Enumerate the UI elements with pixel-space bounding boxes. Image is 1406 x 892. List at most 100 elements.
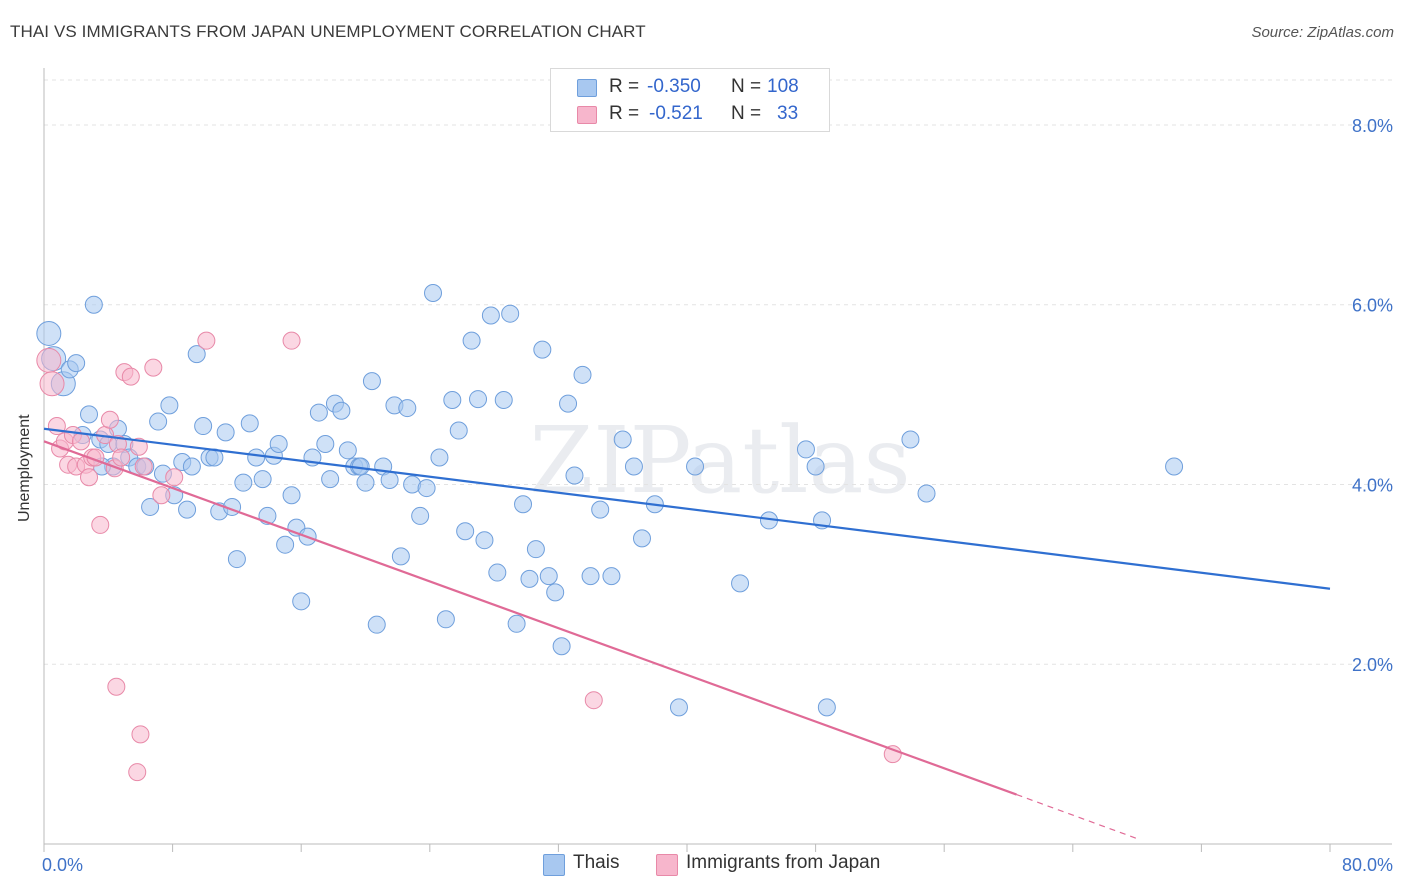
point-thais xyxy=(391,547,410,566)
point-thais xyxy=(469,390,488,409)
point-thais xyxy=(227,550,246,569)
point-thais xyxy=(456,522,475,541)
point-thais xyxy=(247,448,266,467)
point-thais xyxy=(901,430,920,449)
point-thais xyxy=(380,470,399,489)
point-thais xyxy=(417,479,436,498)
point-thais xyxy=(194,417,213,436)
point-thais xyxy=(141,497,160,516)
point-thais xyxy=(501,304,520,323)
point-thais xyxy=(488,563,507,582)
trend-line-thais xyxy=(43,427,1331,590)
point-thais xyxy=(539,567,558,586)
point-thais xyxy=(253,470,272,489)
stats-n-label: N = xyxy=(731,103,762,124)
point-thais xyxy=(591,500,610,519)
point-thais xyxy=(573,365,592,384)
point-thais xyxy=(430,448,449,467)
point-thais xyxy=(669,698,688,717)
point-japan xyxy=(197,331,216,350)
point-thais xyxy=(160,396,179,415)
point-thais xyxy=(36,320,62,346)
point-thais xyxy=(624,457,643,476)
point-thais xyxy=(533,340,552,359)
point-thais xyxy=(796,440,815,459)
chart-title: THAI VS IMMIGRANTS FROM JAPAN UNEMPLOYME… xyxy=(10,22,646,41)
stats-row-japan: R = -0.521 N = 33 xyxy=(551,101,829,127)
x-tick-label: 0.0% xyxy=(42,855,83,875)
stats-box: R = -0.350 N = 108 R = -0.521 N = 33 xyxy=(550,68,830,132)
y-axis-title-wrap: Unemployment xyxy=(16,414,36,523)
point-japan xyxy=(165,468,184,487)
stats-r-value: -0.350 xyxy=(647,76,701,97)
point-japan xyxy=(71,432,90,451)
point-thais xyxy=(475,531,494,550)
point-thais xyxy=(332,401,351,420)
point-japan xyxy=(36,347,62,373)
point-thais xyxy=(443,390,462,409)
point-thais xyxy=(269,435,288,454)
point-thais xyxy=(526,540,545,559)
legend-swatch-japan xyxy=(656,854,678,876)
point-thais xyxy=(149,412,168,431)
x-tick-label: 80.0% xyxy=(1342,855,1393,875)
point-thais xyxy=(398,399,417,418)
point-japan xyxy=(282,331,301,350)
point-japan xyxy=(107,677,126,696)
point-thais xyxy=(356,473,375,492)
point-thais xyxy=(338,441,357,460)
point-thais xyxy=(817,698,836,717)
point-japan xyxy=(39,371,65,397)
point-thais xyxy=(424,284,443,303)
point-thais xyxy=(240,414,259,433)
point-thais xyxy=(613,430,632,449)
point-thais xyxy=(632,529,651,548)
y-tick-label: 2.0% xyxy=(1352,655,1393,675)
stats-row-thais: R = -0.350 N = 108 xyxy=(551,74,829,100)
point-thais xyxy=(276,535,295,554)
point-thais xyxy=(84,295,103,314)
point-thais xyxy=(1165,457,1184,476)
point-japan xyxy=(883,745,902,764)
stats-swatch-japan xyxy=(577,106,597,124)
point-thais xyxy=(367,615,386,634)
point-thais xyxy=(806,457,825,476)
point-thais xyxy=(546,583,565,602)
legend-label-thais: Thais xyxy=(573,852,620,873)
y-tick-label: 8.0% xyxy=(1352,116,1393,136)
y-axis-title: Unemployment xyxy=(16,414,33,522)
stats-n-label: N = xyxy=(731,76,762,97)
point-japan xyxy=(112,448,131,467)
point-thais xyxy=(552,637,571,656)
point-thais xyxy=(686,457,705,476)
point-thais xyxy=(507,614,526,633)
point-japan xyxy=(144,358,163,377)
point-japan xyxy=(152,486,171,505)
point-thais xyxy=(216,423,235,442)
point-thais xyxy=(362,372,381,391)
point-thais xyxy=(731,574,750,593)
point-thais xyxy=(411,506,430,525)
point-thais xyxy=(565,466,584,485)
point-japan xyxy=(129,437,148,456)
point-thais xyxy=(917,484,936,503)
stats-r-label: R = xyxy=(609,103,640,124)
point-thais xyxy=(80,405,99,424)
point-thais xyxy=(520,569,539,588)
point-japan xyxy=(584,691,603,710)
trend-extension-japan xyxy=(1016,794,1138,840)
point-thais xyxy=(292,592,311,611)
legend-swatch-thais xyxy=(543,854,565,876)
stats-n-value: 33 xyxy=(777,103,799,124)
point-thais xyxy=(182,457,201,476)
point-japan xyxy=(134,457,153,476)
point-japan xyxy=(128,763,147,782)
point-thais xyxy=(494,390,513,409)
point-thais xyxy=(481,306,500,325)
y-tick-label: 4.0% xyxy=(1352,475,1393,495)
point-thais xyxy=(187,345,206,364)
watermark: ZIPatlas xyxy=(529,407,910,514)
point-thais xyxy=(178,500,197,519)
point-thais xyxy=(316,435,335,454)
point-japan xyxy=(91,515,110,534)
